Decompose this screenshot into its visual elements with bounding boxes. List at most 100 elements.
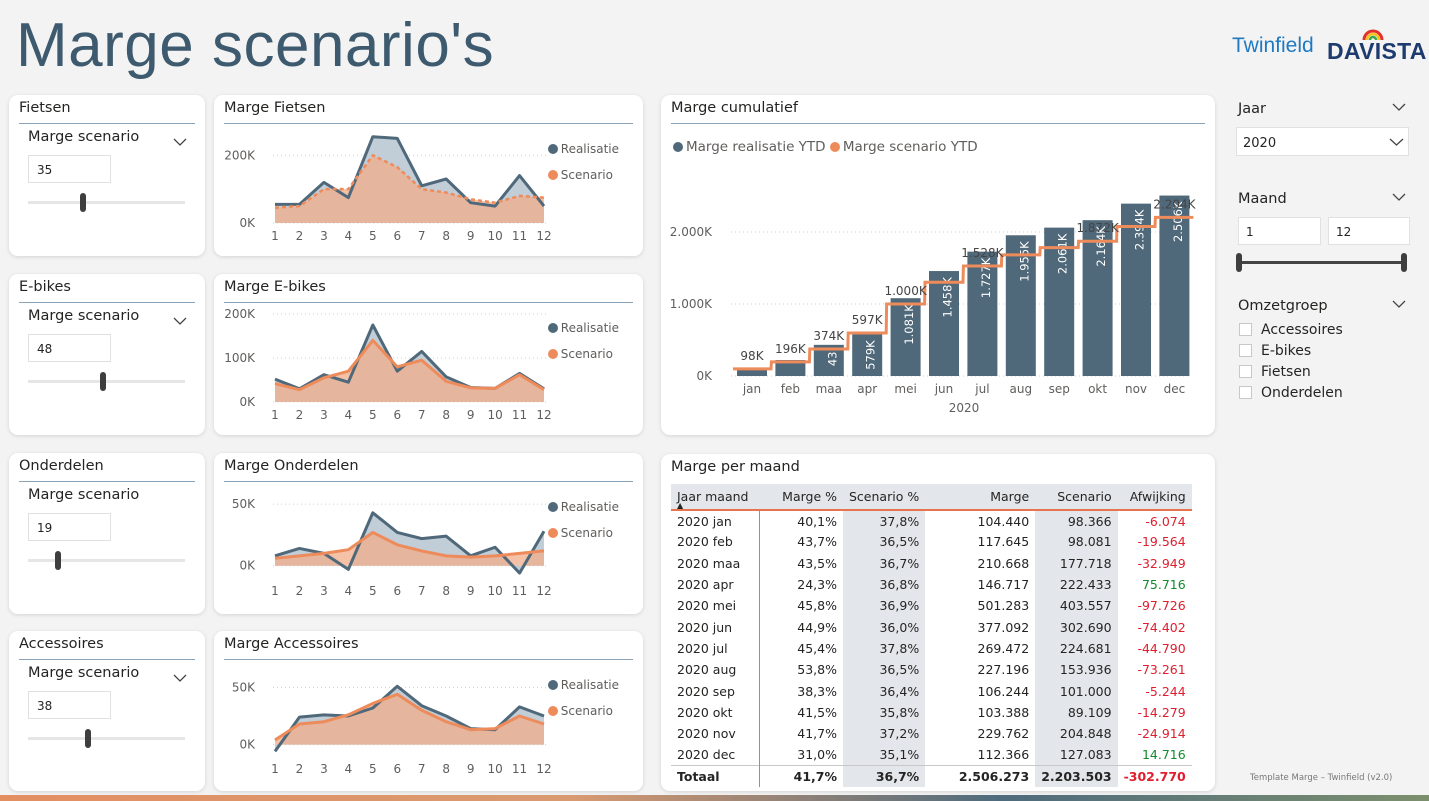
legend-item-scenario[interactable]: Scenario: [547, 341, 619, 367]
card-title: Accessoires: [19, 636, 104, 652]
marge-scenario-slider-thumb[interactable]: [79, 193, 86, 212]
chevron-down-icon[interactable]: [1392, 193, 1406, 202]
marge-scenario-input[interactable]: 19: [28, 513, 111, 541]
scenario-line[interactable]: [274, 154, 545, 210]
table-row[interactable]: 2020 okt 41,5% 35,8% 103.388 89.109 -14.279: [671, 701, 1192, 723]
bar-realisatie-jun[interactable]: [929, 271, 959, 376]
legend-item-realisatie[interactable]: Realisatie: [547, 672, 619, 698]
chart-legend[interactable]: Realisatie Scenario: [547, 672, 619, 724]
cumulatief-legend[interactable]: Marge realisatie YTD Marge scenario YTD: [673, 139, 978, 155]
table-cell: 2020 jan: [671, 510, 760, 532]
bar-realisatie-aug[interactable]: [1005, 235, 1036, 376]
bar-realisatie-apr[interactable]: [852, 334, 883, 376]
table-row[interactable]: 2020 aug 53,8% 36,5% 227.196 153.936 -73.261: [671, 659, 1192, 681]
bar-realisatie-nov[interactable]: [1121, 203, 1151, 376]
marge-scenario-slider-thumb[interactable]: [54, 551, 61, 570]
checkbox-icon[interactable]: [1239, 344, 1252, 357]
marge-scenario-input[interactable]: 48: [28, 334, 111, 362]
marge-scenario-slider-thumb[interactable]: [84, 729, 91, 748]
maand-from-input[interactable]: 1: [1238, 217, 1321, 245]
legend-item-scenario[interactable]: Scenario: [547, 162, 619, 188]
table-row[interactable]: 2020 jul 45,4% 37,8% 269.472 224.681 -44.790: [671, 637, 1192, 660]
legend-item-scenario[interactable]: Scenario: [547, 698, 619, 724]
cumulatief-chart[interactable]: 0K 1.000K 2.000K jan feb maa 43 apr 579K mei 1.081…: [661, 95, 1215, 435]
chevron-down-icon[interactable]: [173, 668, 187, 687]
jaar-dropdown[interactable]: 2020: [1236, 127, 1409, 156]
maand-range-handle-start[interactable]: [1236, 253, 1242, 272]
chart-legend[interactable]: Realisatie Scenario: [547, 136, 619, 188]
marge-scenario-slider-thumb[interactable]: [100, 372, 107, 391]
omzetgroep-option-e-bikes[interactable]: E-bikes: [1239, 343, 1311, 359]
marge-scenario-slider-track[interactable]: [28, 559, 185, 562]
maand-range-handle-end[interactable]: [1401, 253, 1407, 272]
omzetgroep-option-fietsen[interactable]: Fietsen: [1239, 364, 1311, 380]
checkbox-icon[interactable]: [1239, 365, 1252, 378]
chevron-down-icon[interactable]: [173, 132, 187, 151]
table-cell: 127.083: [1035, 744, 1118, 766]
chart-legend[interactable]: Realisatie Scenario: [547, 315, 619, 367]
divider: [224, 659, 633, 660]
chart-legend[interactable]: Realisatie Scenario: [547, 494, 619, 546]
omzetgroep-option-accessoires[interactable]: Accessoires: [1239, 322, 1343, 338]
bar-realisatie-mei[interactable]: [890, 298, 921, 376]
legend-item-realisatie-ytd[interactable]: Marge realisatie YTD: [673, 139, 826, 155]
checkbox-icon[interactable]: [1239, 323, 1252, 336]
legend-dot-icon: [547, 144, 558, 154]
sort-ascending-icon[interactable]: ▲: [677, 501, 684, 510]
x-tick-label: 7: [418, 584, 426, 598]
chevron-down-icon[interactable]: [1392, 103, 1406, 112]
column-header-0[interactable]: Jaar maand ▲: [671, 484, 759, 511]
table-row[interactable]: 2020 maa 43,5% 36,7% 210.668 177.718 -32.949: [671, 552, 1192, 574]
marge-scenario-slider-track[interactable]: [28, 737, 185, 740]
marge-scenario-input[interactable]: 38: [28, 691, 111, 719]
checkbox-icon[interactable]: [1239, 386, 1252, 399]
legend-item-scenario-ytd[interactable]: Marge scenario YTD: [829, 139, 978, 155]
marge-scenario-input[interactable]: 35: [28, 155, 111, 183]
table-row[interactable]: 2020 sep 38,3% 36,4% 106.244 101.000 -5.244: [671, 680, 1192, 702]
column-header-3[interactable]: Marge: [925, 484, 1036, 511]
marge-per-maand-table[interactable]: Jaar maand ▲ Marge % Scenario % Marge Scenari…: [671, 484, 1192, 787]
marge-scenario-slider-track[interactable]: [28, 380, 185, 383]
bar-realisatie-sep[interactable]: [1044, 227, 1075, 376]
x-tick-label: 11: [512, 408, 527, 422]
column-header-5[interactable]: Afwijking: [1117, 484, 1192, 511]
table-row[interactable]: 2020 feb 43,7% 36,5% 117.645 98.081 -19.564: [671, 531, 1192, 553]
bar-realisatie-okt[interactable]: [1082, 220, 1113, 376]
scenario-line[interactable]: [274, 338, 545, 392]
table-cell: 177.718: [1035, 552, 1118, 574]
table-row[interactable]: 2020 dec 31,0% 35,1% 112.366 127.083 14.716: [671, 744, 1192, 766]
bar-realisatie-jan[interactable]: [737, 368, 767, 376]
chevron-down-icon[interactable]: [1392, 300, 1406, 309]
column-header-4[interactable]: Scenario: [1035, 484, 1118, 511]
table-row[interactable]: 2020 jun 44,9% 36,0% 377.092 302.690 -74.402: [671, 616, 1192, 638]
divider: [224, 123, 633, 124]
scenario-line[interactable]: [274, 692, 545, 742]
legend-item-realisatie[interactable]: Realisatie: [547, 315, 619, 341]
table-row[interactable]: 2020 nov 41,7% 37,2% 229.762 204.848 -24.914: [671, 722, 1192, 745]
bar-realisatie-feb[interactable]: [775, 360, 806, 376]
scenario-ytd-line[interactable]: [733, 215, 1194, 371]
chevron-down-icon[interactable]: [173, 311, 187, 330]
maand-to-input[interactable]: 12: [1328, 217, 1410, 245]
bar-realisatie-dec[interactable]: [1159, 195, 1190, 376]
table-row[interactable]: 2020 apr 24,3% 36,8% 146.717 222.433 75.716: [671, 573, 1192, 596]
omzetgroep-option-onderdelen[interactable]: Onderdelen: [1239, 385, 1343, 401]
column-header-1[interactable]: Marge %: [759, 484, 843, 511]
table-cell: 112.366: [977, 747, 1030, 763]
legend-label: Scenario: [560, 168, 613, 182]
x-tick-label: mei: [894, 382, 916, 396]
legend-item-realisatie[interactable]: Realisatie: [547, 136, 619, 162]
table-row[interactable]: 2020 jan 40,1% 37,8% 104.440 98.366 -6.074: [671, 510, 1192, 532]
table-row[interactable]: 2020 mei 45,8% 36,9% 501.283 403.557 -97.726: [671, 595, 1192, 617]
marge-scenario-slider-track[interactable]: [28, 201, 185, 204]
bar-realisatie-jul[interactable]: [967, 251, 998, 376]
scenario-line[interactable]: [274, 530, 545, 560]
column-header-2[interactable]: Scenario %: [843, 484, 926, 511]
legend-item-realisatie[interactable]: Realisatie: [547, 494, 619, 520]
maand-range-track[interactable]: [1239, 261, 1407, 264]
legend-item-scenario[interactable]: Scenario: [547, 520, 619, 546]
